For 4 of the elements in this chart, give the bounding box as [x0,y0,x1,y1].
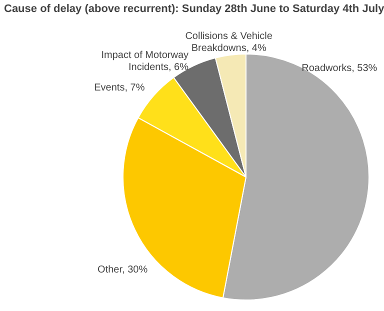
chart-title: Cause of delay (above recurrent): Sunday 28th June to Saturday 4th July [4,3,384,15]
slice-label: Roadworks, 53% [302,62,378,74]
slice-label: Other, 30% [98,264,148,276]
slice-label: Events, 7% [94,82,145,94]
